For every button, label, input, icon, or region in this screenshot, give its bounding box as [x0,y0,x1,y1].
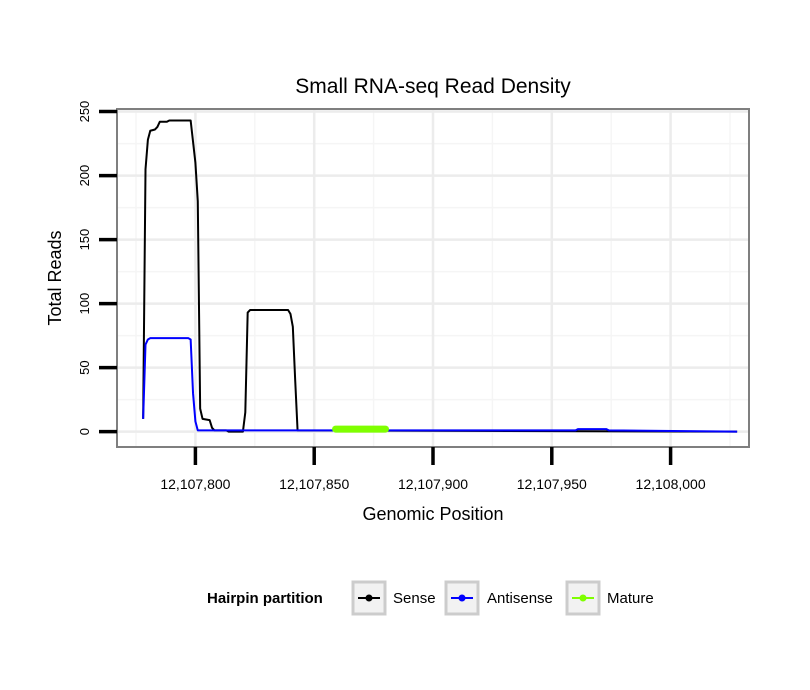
legend-label-sense: Sense [393,590,436,607]
x-tick-label: 12,107,900 [398,476,468,492]
series-line-sense [142,119,738,433]
x-tick-label: 12,108,000 [636,476,706,492]
legend-key-point [365,594,373,602]
x-tick-label: 12,107,800 [160,476,230,492]
x-axis-label: Genomic Position [362,504,503,524]
x-tick-label: 12,107,950 [517,476,587,492]
legend-title: Hairpin partition [207,590,323,607]
legend-key-point [458,594,466,602]
legend-label-antisense: Antisense [487,590,553,607]
y-tick-label: 100 [77,293,92,315]
chart-title: Small RNA-seq Read Density [295,75,571,98]
y-tick-label: 150 [77,229,92,251]
y-tick-label: 0 [77,428,92,435]
y-tick-label: 250 [77,101,92,123]
legend-label-mature: Mature [607,590,654,607]
x-tick-label: 12,107,850 [279,476,349,492]
y-tick-label: 50 [77,360,92,374]
grid-lines [117,109,749,447]
legend: Hairpin partition Sense Antisense Mature [207,580,654,616]
series-lines [142,119,738,433]
y-axis-label: Total Reads [45,230,65,325]
series-line-antisense [142,337,738,433]
y-tick-label: 200 [77,165,92,187]
axes: 0 50 100 150 200 250 12,107,800 12,107,850 12,10… [77,101,706,492]
legend-key-point [579,594,587,602]
